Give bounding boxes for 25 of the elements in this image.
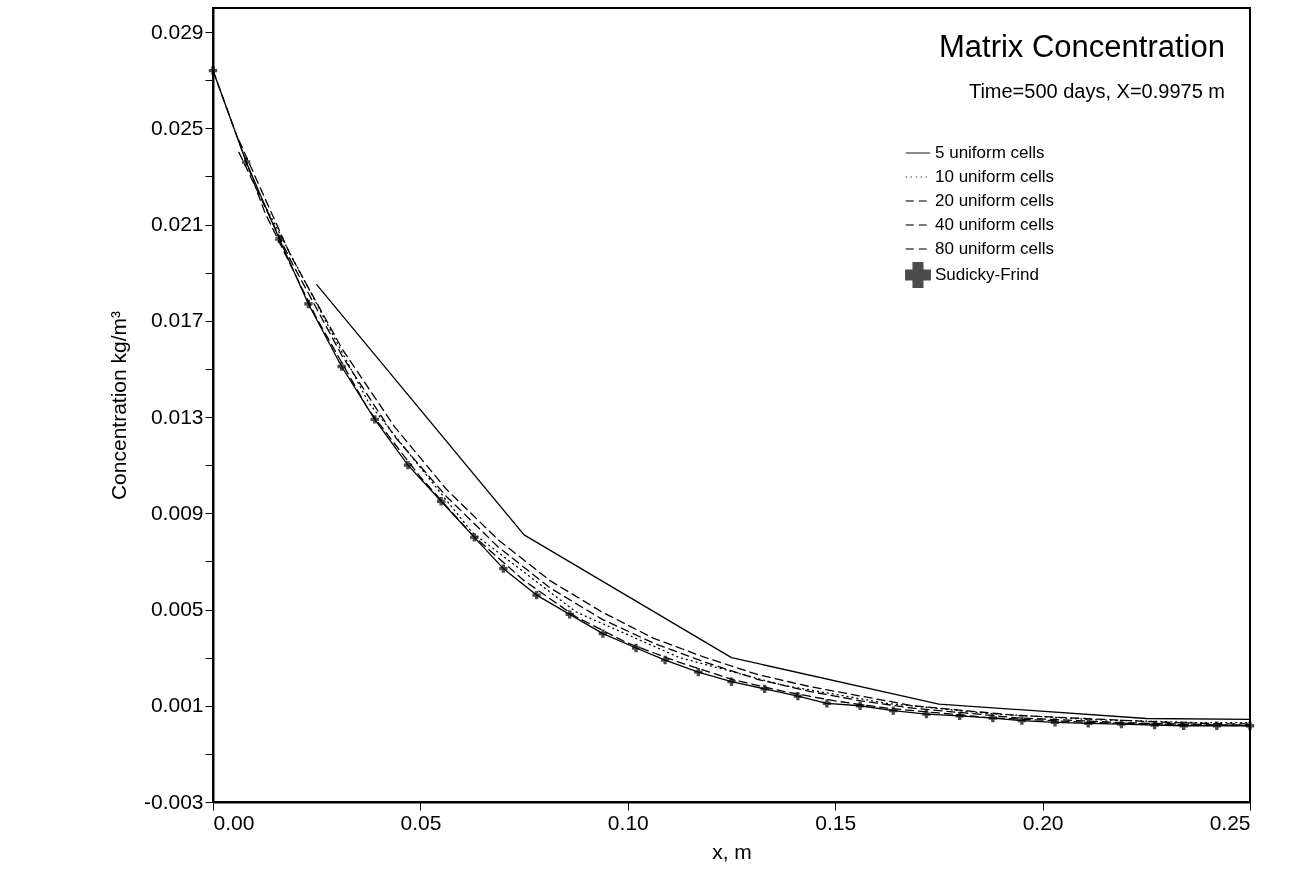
x-tick-label: 0.25 [1209,810,1251,834]
y-tick-label: 0.005 [150,597,204,621]
x-tick-label: 0.15 [815,810,857,834]
text: Matrix Concentration [938,29,1225,64]
x-tick-label: 0.10 [607,810,649,834]
y-tick-label: 0.013 [150,404,204,428]
y-tick-label: 0.017 [150,308,204,332]
text: Time=500 days, X=0.9975 m [968,80,1225,102]
y-tick-label: -0.003 [143,789,204,813]
legend-label: 80 uniform cells [935,239,1055,258]
legend-label: 10 uniform cells [935,167,1055,186]
y-axis-title: Concentration kg/m³ [106,310,130,501]
y-tick-label: 0.029 [150,19,204,43]
legend-label: 40 uniform cells [935,215,1055,234]
y-tick-label: 0.009 [150,500,204,524]
legend-label: 20 uniform cells [935,191,1055,210]
y-tick-label: 0.021 [150,212,204,236]
y-tick-label: 0.025 [150,115,204,139]
x-tick-label: 0.00 [213,810,255,834]
y-tick-label: 0.001 [150,693,204,717]
x-axis-title: x, m [712,839,752,863]
legend-label: 5 uniform cells [935,143,1045,162]
legend-label: Sudicky-Frind [935,265,1039,284]
x-tick-label: 0.20 [1022,810,1064,834]
x-tick-label: 0.05 [400,810,442,834]
